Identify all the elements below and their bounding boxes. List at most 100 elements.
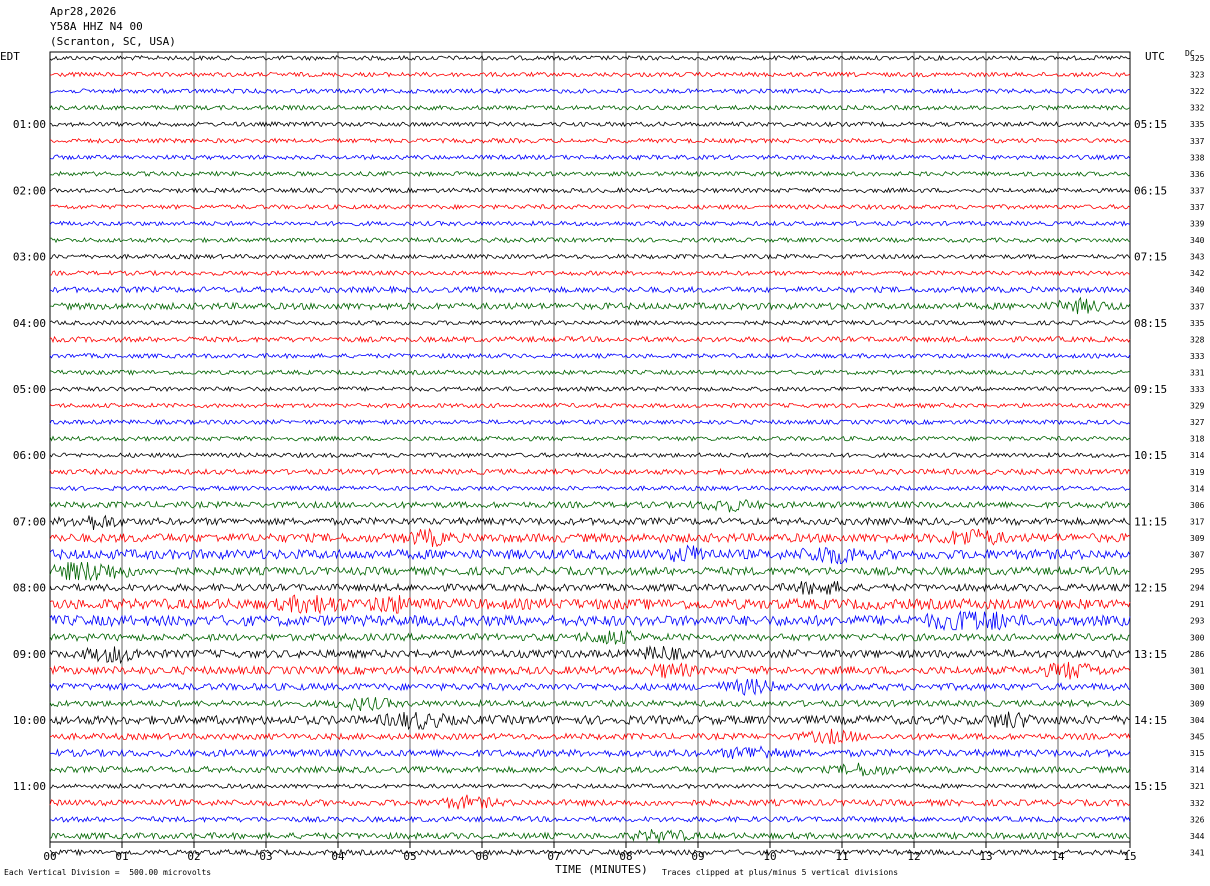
- seismic-trace: [50, 236, 1131, 244]
- seismic-trace: [49, 661, 1131, 680]
- dc-offset-label: 321: [1190, 782, 1205, 791]
- seismic-trace: [49, 467, 1131, 476]
- dc-offset-label: 335: [1190, 319, 1205, 328]
- seismic-trace: [49, 369, 1131, 376]
- left-hour-label: 10:00: [13, 714, 46, 727]
- x-tick-label: 15: [1123, 850, 1136, 863]
- seismic-trace: [50, 815, 1131, 824]
- seismic-trace: [49, 87, 1131, 95]
- dc-offset-label: 300: [1190, 683, 1205, 692]
- seismic-trace: [49, 762, 1131, 777]
- left-hour-label: 07:00: [13, 515, 46, 528]
- left-hour-label: 11:00: [13, 780, 46, 793]
- dc-offset-label: 293: [1190, 617, 1205, 626]
- left-hour-label: 05:00: [13, 383, 46, 396]
- seismic-trace: [49, 711, 1131, 731]
- seismic-trace: [49, 610, 1131, 632]
- seismic-trace: [49, 848, 1130, 857]
- seismic-trace: [49, 527, 1131, 548]
- vertical-division-note: Each Vertical Division = 500.00 microvol…: [4, 868, 212, 877]
- dc-offset-label: 314: [1190, 766, 1205, 775]
- right-hour-label: 13:15: [1134, 648, 1167, 661]
- x-tick-label: 10: [763, 850, 776, 863]
- dc-offset-label: 338: [1190, 153, 1205, 162]
- seismic-trace: [49, 645, 1131, 665]
- dc-offset-label: 322: [1190, 87, 1205, 96]
- dc-offset-label: 328: [1190, 335, 1205, 344]
- dc-offset-label: 326: [1190, 815, 1205, 824]
- seismic-trace: [49, 170, 1131, 178]
- dc-offset-label: 291: [1190, 600, 1205, 609]
- left-hour-label: 04:00: [13, 317, 46, 330]
- seismic-trace: [49, 402, 1131, 409]
- dc-offset-label: 333: [1190, 385, 1205, 394]
- dc-header-label: DC: [1185, 49, 1195, 58]
- seismic-trace: [49, 352, 1131, 360]
- right-hour-label: 08:15: [1134, 317, 1167, 330]
- x-tick-label: 02: [187, 850, 200, 863]
- seismic-trace: [49, 562, 1131, 582]
- dc-offset-label: 342: [1190, 269, 1205, 278]
- seismic-trace: [49, 697, 1131, 712]
- dc-offset-label: 323: [1190, 71, 1205, 80]
- dc-offset-label: 331: [1190, 368, 1205, 377]
- dc-offset-label: 337: [1190, 302, 1205, 311]
- x-tick-label: 06: [475, 850, 488, 863]
- seismic-trace: [49, 499, 1131, 513]
- dc-offset-label: 340: [1190, 236, 1205, 245]
- seismic-trace: [49, 782, 1131, 790]
- seismic-trace: [50, 269, 1131, 277]
- dc-offset-label: 329: [1190, 402, 1205, 411]
- dc-offset-label: 294: [1190, 584, 1205, 593]
- x-tick-label: 12: [907, 850, 920, 863]
- x-tick-label: 03: [259, 850, 272, 863]
- seismic-trace: [49, 385, 1131, 393]
- seismic-trace: [49, 435, 1131, 442]
- left-hour-label: 02:00: [13, 184, 46, 197]
- dc-offset-label: 315: [1190, 749, 1205, 758]
- seismic-trace: [49, 121, 1131, 128]
- dc-offset-label: 344: [1190, 832, 1205, 841]
- x-tick-label: 11: [835, 850, 848, 863]
- seismic-trace: [49, 220, 1131, 227]
- dc-offset-label: 337: [1190, 186, 1205, 195]
- seismic-trace: [49, 319, 1131, 327]
- x-axis-title: TIME (MINUTES): [555, 863, 648, 876]
- right-hour-label: 06:15: [1134, 184, 1167, 197]
- seismic-trace: [49, 678, 1131, 696]
- seismic-trace: [49, 418, 1131, 426]
- seismic-trace: [49, 629, 1131, 645]
- station-location: (Scranton, SC, USA): [50, 35, 176, 48]
- left-hour-label: 08:00: [13, 582, 46, 595]
- seismic-trace: [49, 285, 1131, 295]
- seismic-trace: [49, 203, 1131, 211]
- dc-offset-label: 335: [1190, 120, 1205, 129]
- seismic-trace: [49, 728, 1131, 745]
- dc-offset-label: 327: [1190, 418, 1205, 427]
- left-hour-label: 03:00: [13, 251, 46, 264]
- right-hour-label: 07:15: [1134, 251, 1167, 264]
- dc-offset-label: 317: [1190, 517, 1205, 526]
- dc-offset-label: 301: [1190, 666, 1205, 675]
- dc-offset-label: 300: [1190, 633, 1205, 642]
- dc-offset-label: 332: [1190, 799, 1205, 808]
- seismic-trace: [50, 71, 1131, 78]
- right-timezone-label: UTC: [1145, 50, 1165, 63]
- plot-date: Apr28,2026: [50, 5, 117, 18]
- dc-offset-label: 304: [1190, 716, 1205, 725]
- station-id: Y58A HHZ N4 00: [50, 20, 143, 33]
- dc-offset-label: 332: [1190, 104, 1205, 113]
- right-hour-label: 14:15: [1134, 714, 1167, 727]
- seismic-trace: [49, 451, 1131, 459]
- dc-offset-label: 307: [1190, 551, 1205, 560]
- dc-offset-label: 336: [1190, 170, 1205, 179]
- dc-offset-label: 306: [1190, 501, 1205, 510]
- x-tick-label: 14: [1051, 850, 1065, 863]
- right-hour-label: 15:15: [1134, 780, 1167, 793]
- seismic-trace: [49, 104, 1131, 111]
- dc-offset-label: 309: [1190, 699, 1205, 708]
- right-hour-label: 10:15: [1134, 449, 1167, 462]
- seismic-trace: [49, 153, 1131, 161]
- dc-offset-label: 314: [1190, 451, 1205, 460]
